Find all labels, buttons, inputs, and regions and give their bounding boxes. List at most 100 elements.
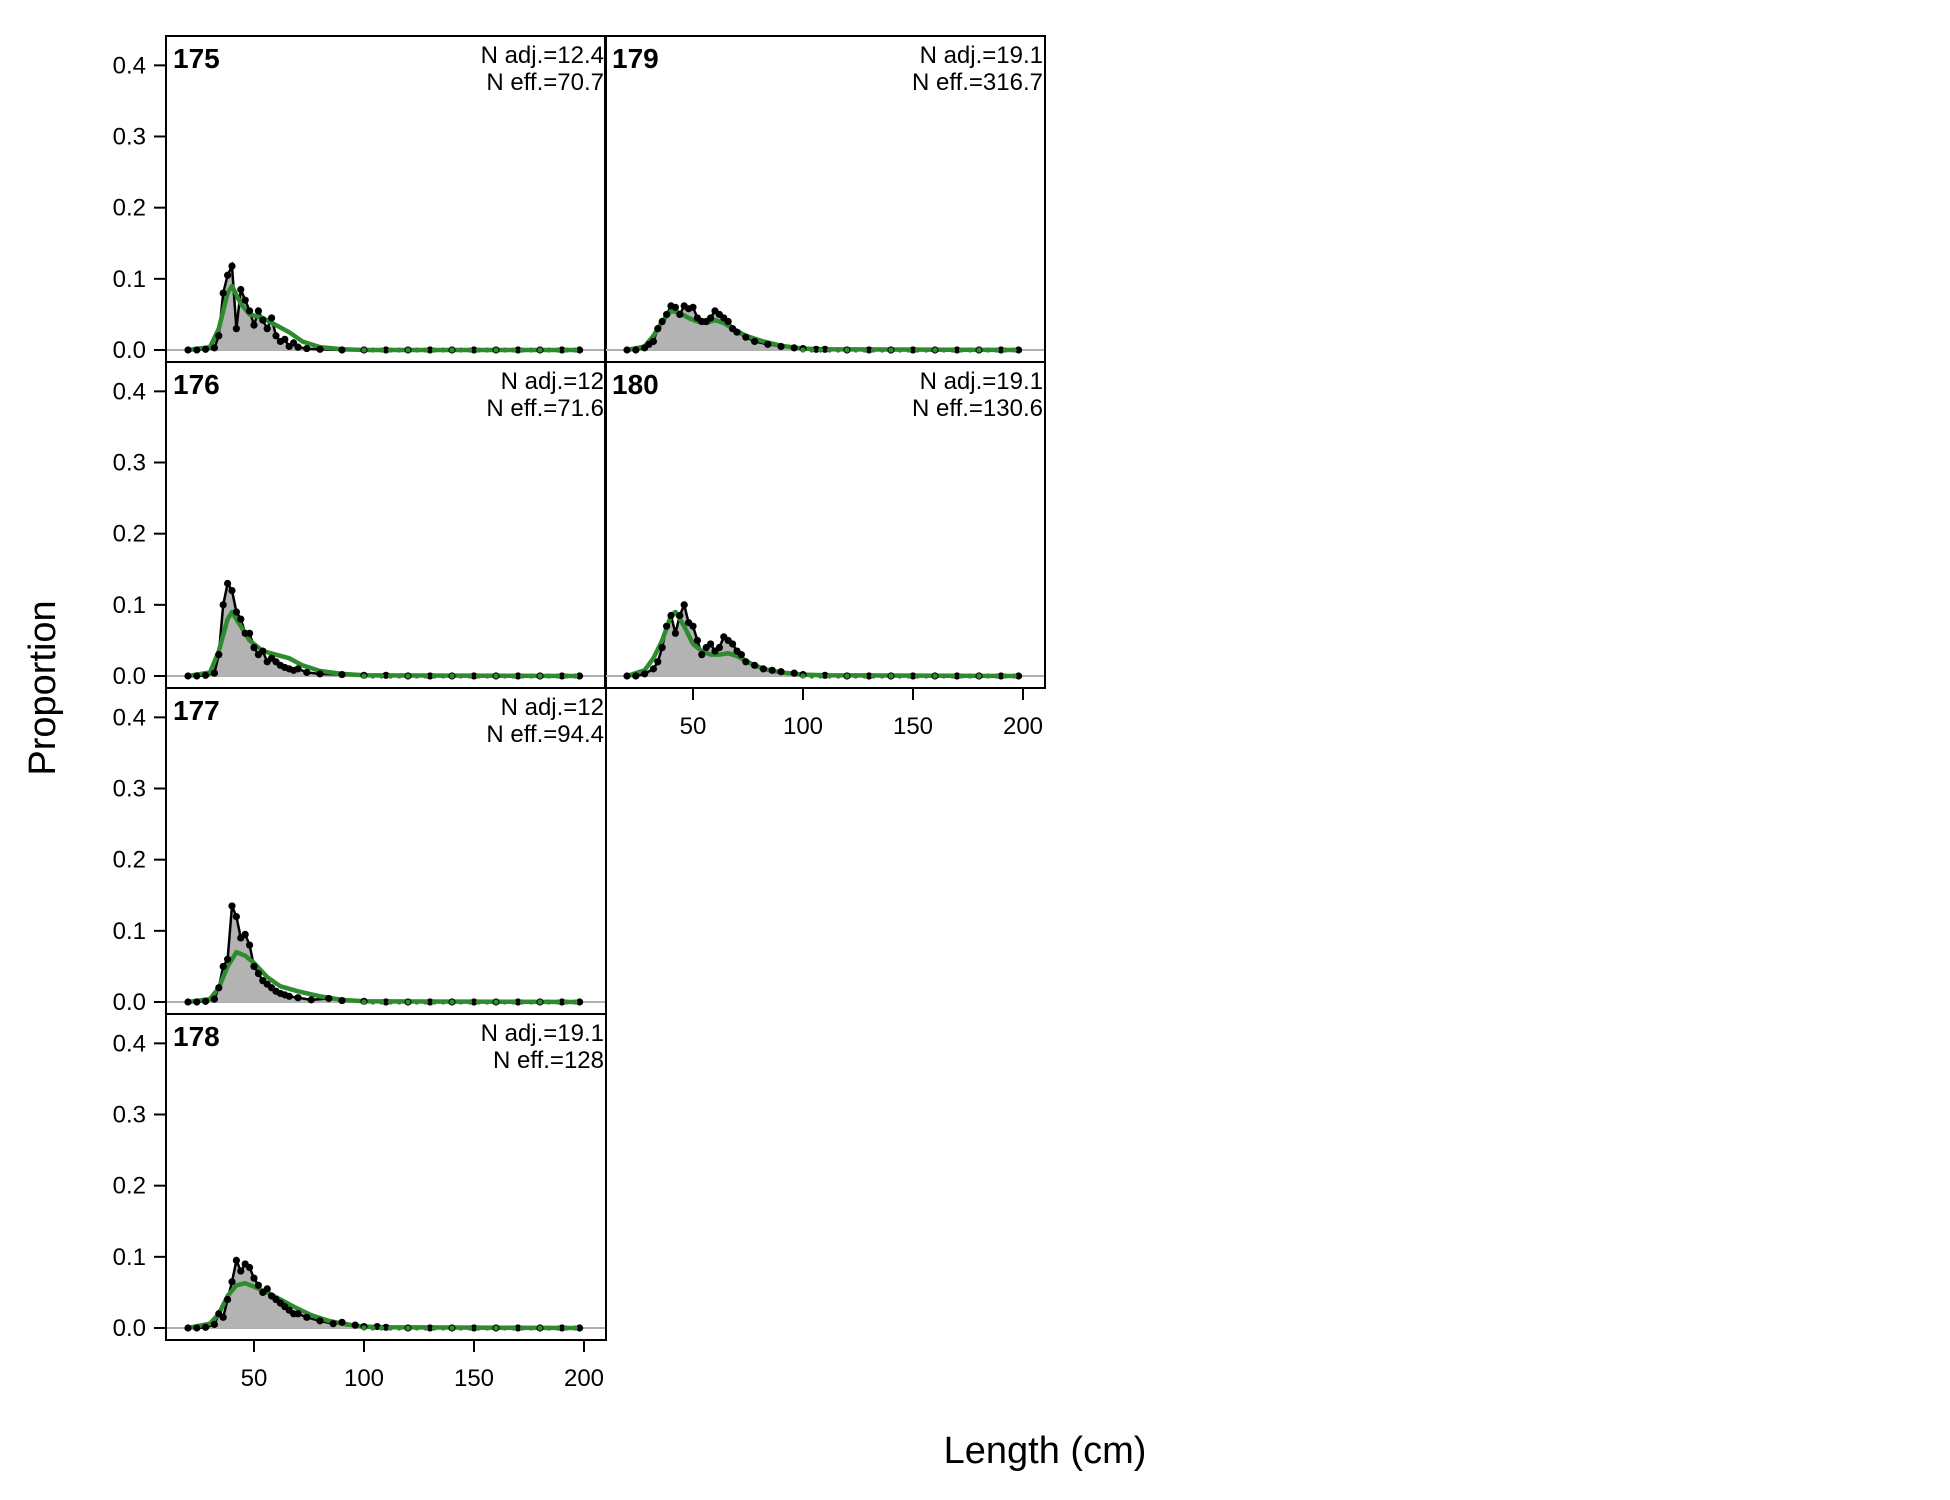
expected-point [853, 347, 859, 353]
observed-point [658, 317, 666, 326]
expected-point [914, 673, 921, 679]
panel-176: 176 N adj.=12N eff.=71.6 0.0 0.1 0.2 0.3 0.4 [113, 361, 607, 690]
expected-point [423, 1325, 429, 1331]
panel-frame [165, 1013, 607, 1341]
expected-point [870, 673, 877, 679]
expected-point [818, 673, 824, 679]
observed-point [737, 651, 746, 659]
observed-point [184, 998, 192, 1006]
expected-point [555, 673, 561, 679]
observed-point [514, 998, 522, 1006]
expected-point [493, 999, 499, 1005]
expected-point [414, 999, 420, 1005]
n-eff-label: N eff.=316.7 [912, 69, 1043, 96]
observed-point [733, 328, 741, 336]
expected-point [923, 347, 929, 353]
observed-point [426, 1324, 434, 1332]
expected-point [414, 1325, 420, 1331]
observed-point [202, 997, 210, 1005]
expected-point [458, 999, 464, 1005]
observed-point [228, 902, 236, 910]
observed-point [751, 337, 759, 346]
expected-point [423, 999, 429, 1005]
y-axis-title: Proportion [22, 600, 64, 775]
y-tick-label: 0.4 [113, 1030, 146, 1057]
n-adj-label: N adj.=12 [501, 694, 604, 721]
observed-point [663, 622, 671, 630]
expected-point [994, 673, 1000, 679]
expected-point [387, 673, 393, 679]
expected-point [844, 673, 850, 679]
observed-point [303, 344, 311, 353]
expected-point [519, 347, 526, 353]
expected-point [510, 673, 517, 679]
observed-point [742, 333, 750, 341]
n-adj-label: N adj.=19.1 [920, 368, 1043, 395]
observed-point [558, 1324, 566, 1332]
expected-point [519, 673, 526, 679]
expected-point [405, 347, 411, 353]
n-eff-label: N eff.=70.7 [486, 69, 604, 96]
observed-point [676, 611, 684, 620]
observed-area [627, 604, 1019, 676]
observed-point [715, 643, 724, 652]
x-tick-label: 150 [893, 713, 933, 740]
n-eff-label: N eff.=130.6 [912, 395, 1043, 422]
y-tick-label: 0.0 [113, 1315, 146, 1342]
expected-point [958, 673, 965, 679]
observed-point [724, 317, 732, 326]
expected-point [985, 673, 991, 679]
observed-point [641, 670, 649, 678]
expected-point [431, 999, 437, 1005]
expected-point [440, 347, 446, 353]
observed-point [676, 310, 684, 319]
observed-point [259, 316, 267, 324]
expected-point [361, 673, 367, 679]
observed-point [576, 346, 584, 354]
observed-point [228, 587, 236, 595]
y-tick-label: 0.0 [113, 989, 146, 1016]
observed-point [219, 962, 227, 971]
observed-point [294, 994, 302, 1002]
expected-point [467, 673, 473, 679]
observed-point [294, 1310, 302, 1318]
y-tick-label: 0.1 [113, 592, 146, 619]
expected-point [440, 673, 446, 679]
observed-point [1015, 346, 1023, 354]
observed-area [188, 905, 580, 1002]
observed-point [790, 669, 798, 677]
expected-point [431, 347, 437, 353]
observed-point [997, 672, 1005, 680]
observed-point [865, 346, 873, 354]
expected-point [835, 673, 841, 679]
observed-point [250, 962, 258, 971]
observed-point [558, 672, 566, 680]
y-tick-label: 0.3 [113, 776, 146, 803]
observed-point [382, 1323, 390, 1331]
observed-point [224, 1295, 232, 1304]
observed-point [303, 668, 311, 677]
expected-point [563, 347, 570, 353]
observed-area [188, 1260, 580, 1328]
expected-point [423, 347, 429, 353]
expected-point [862, 347, 868, 353]
observed-point [514, 1324, 522, 1332]
observed-point [316, 345, 324, 353]
observed-point [219, 289, 227, 297]
observed-point [246, 629, 254, 637]
observed-point [953, 346, 961, 354]
observed-point [759, 665, 768, 673]
expected-point [1002, 347, 1009, 353]
observed-point [281, 335, 289, 343]
expected-point [950, 673, 956, 679]
observed-point [202, 671, 210, 679]
expected-point [870, 347, 877, 353]
expected-point [853, 673, 859, 679]
expected-point [510, 1325, 517, 1331]
observed-point [698, 651, 706, 659]
expected-point [510, 347, 517, 353]
observed-point [689, 622, 697, 630]
expected-point [528, 347, 534, 353]
observed-point [316, 1317, 324, 1325]
observed-point [193, 672, 201, 680]
